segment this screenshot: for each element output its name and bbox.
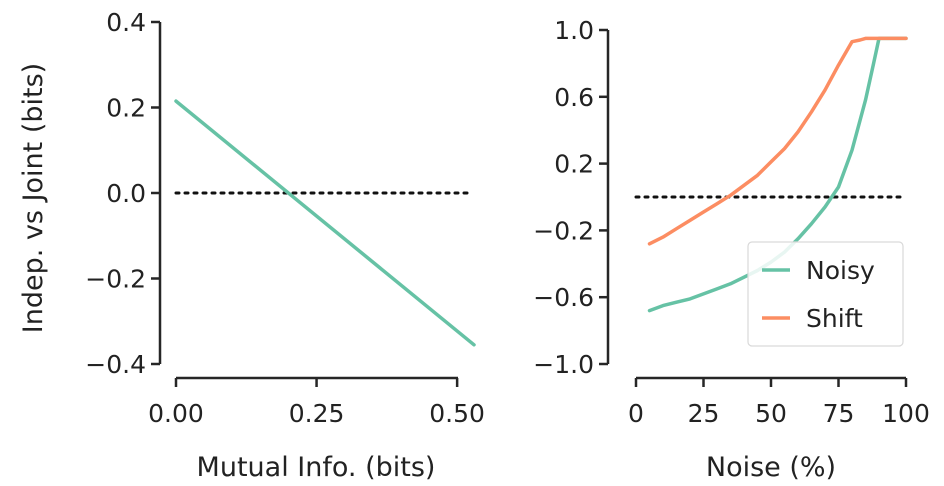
left-x-tick-label: 0.25 — [289, 399, 345, 428]
right-x-tick-label: 0 — [628, 399, 644, 428]
legend-label-shift: Shift — [806, 304, 863, 333]
right-y-tick-label: −0.2 — [533, 216, 594, 245]
left-plot-area — [174, 99, 476, 347]
left-y-tick-label: −0.2 — [85, 265, 146, 294]
right-y-tick-label: 0.6 — [554, 83, 594, 112]
legend-box — [747, 241, 904, 347]
right-axes: −1.0 −0.6 −0.2 0.2 0.6 1.0 0 25 50 75 100 — [533, 16, 930, 428]
right-line-shift — [647, 36, 908, 246]
right-x-tick-label: 50 — [755, 399, 787, 428]
left-x-axis-label: Mutual Info. (bits) — [197, 452, 436, 483]
left-x-tick-label: 0.50 — [429, 399, 485, 428]
left-y-tick-label: −0.4 — [85, 350, 146, 379]
left-y-tick-label: 0.4 — [106, 8, 146, 37]
right-chart-panel: −1.0 −0.6 −0.2 0.2 0.6 1.0 0 25 50 75 100 Noise (%… — [533, 16, 930, 483]
right-x-axis-label: Noise (%) — [706, 452, 836, 483]
right-y-tick-label: −0.6 — [533, 283, 594, 312]
right-x-tick-label: 25 — [688, 399, 720, 428]
left-axes: −0.4 −0.2 0.0 0.2 0.4 0.00 0.25 0.50 — [85, 8, 485, 428]
left-y-tick-label: 0.2 — [106, 94, 146, 123]
left-chart-panel: −0.4 −0.2 0.0 0.2 0.4 0.00 0.25 0.50 Mutual Inf… — [18, 8, 485, 483]
left-y-tick-label: 0.0 — [106, 179, 146, 208]
left-line-series-0 — [174, 99, 476, 347]
right-x-tick-label: 100 — [882, 399, 930, 428]
right-y-tick-label: 1.0 — [554, 16, 594, 45]
legend-label-noisy: Noisy — [806, 256, 875, 285]
right-y-tick-label: 0.2 — [554, 150, 594, 179]
left-x-tick-label: 0.00 — [148, 399, 204, 428]
left-y-axis-label: Indep. vs Joint (bits) — [18, 63, 49, 333]
legend: Noisy Shift — [747, 241, 904, 347]
right-y-tick-label: −1.0 — [533, 350, 594, 379]
right-x-tick-label: 75 — [823, 399, 855, 428]
